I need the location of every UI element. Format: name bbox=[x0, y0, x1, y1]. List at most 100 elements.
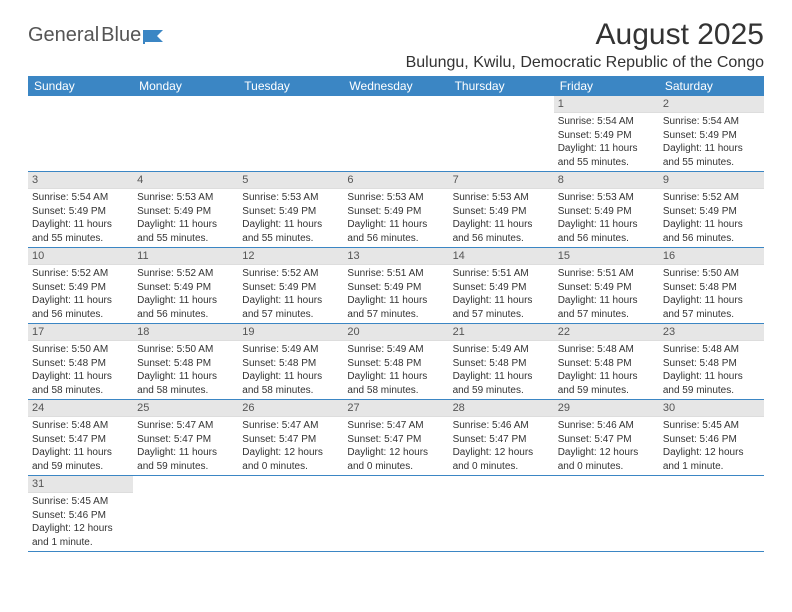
calendar-day-cell: 2Sunrise: 5:54 AMSunset: 5:49 PMDaylight… bbox=[659, 96, 764, 172]
day-number: 24 bbox=[28, 400, 133, 417]
day-detail: Sunrise: 5:53 AMSunset: 5:49 PMDaylight:… bbox=[133, 189, 238, 247]
calendar-day-cell: 25Sunrise: 5:47 AMSunset: 5:47 PMDayligh… bbox=[133, 400, 238, 476]
day-number: 5 bbox=[238, 172, 343, 189]
sunrise-text: Sunrise: 5:48 AM bbox=[663, 343, 760, 357]
sunrise-text: Sunrise: 5:47 AM bbox=[242, 419, 339, 433]
day-detail: Sunrise: 5:46 AMSunset: 5:47 PMDaylight:… bbox=[554, 417, 659, 475]
sunrise-text: Sunrise: 5:53 AM bbox=[137, 191, 234, 205]
calendar-day-cell: 16Sunrise: 5:50 AMSunset: 5:48 PMDayligh… bbox=[659, 248, 764, 324]
sunrise-text: Sunrise: 5:54 AM bbox=[558, 115, 655, 129]
calendar-day-cell: 15Sunrise: 5:51 AMSunset: 5:49 PMDayligh… bbox=[554, 248, 659, 324]
weekday-header: Wednesday bbox=[343, 76, 448, 96]
day-detail: Sunrise: 5:51 AMSunset: 5:49 PMDaylight:… bbox=[449, 265, 554, 323]
calendar-day-cell: .. bbox=[133, 476, 238, 552]
day-number: 3 bbox=[28, 172, 133, 189]
sunrise-text: Sunrise: 5:52 AM bbox=[137, 267, 234, 281]
day-detail: Sunrise: 5:48 AMSunset: 5:48 PMDaylight:… bbox=[554, 341, 659, 399]
sunrise-text: Sunrise: 5:54 AM bbox=[663, 115, 760, 129]
daylight-text: Daylight: 11 hours and 58 minutes. bbox=[347, 370, 444, 397]
sunset-text: Sunset: 5:46 PM bbox=[663, 433, 760, 447]
day-detail: Sunrise: 5:49 AMSunset: 5:48 PMDaylight:… bbox=[238, 341, 343, 399]
day-number: 8 bbox=[554, 172, 659, 189]
sunset-text: Sunset: 5:49 PM bbox=[242, 205, 339, 219]
day-number: 1 bbox=[554, 96, 659, 113]
calendar-day-cell: 11Sunrise: 5:52 AMSunset: 5:49 PMDayligh… bbox=[133, 248, 238, 324]
title-block: August 2025 Bulungu, Kwilu, Democratic R… bbox=[406, 18, 764, 72]
day-detail: Sunrise: 5:50 AMSunset: 5:48 PMDaylight:… bbox=[133, 341, 238, 399]
daylight-text: Daylight: 11 hours and 58 minutes. bbox=[242, 370, 339, 397]
sunset-text: Sunset: 5:49 PM bbox=[453, 205, 550, 219]
calendar-day-cell: 23Sunrise: 5:48 AMSunset: 5:48 PMDayligh… bbox=[659, 324, 764, 400]
day-detail: Sunrise: 5:53 AMSunset: 5:49 PMDaylight:… bbox=[554, 189, 659, 247]
day-number: 28 bbox=[449, 400, 554, 417]
calendar-day-cell: 3Sunrise: 5:54 AMSunset: 5:49 PMDaylight… bbox=[28, 172, 133, 248]
calendar-day-cell: 31Sunrise: 5:45 AMSunset: 5:46 PMDayligh… bbox=[28, 476, 133, 552]
calendar-day-cell: 19Sunrise: 5:49 AMSunset: 5:48 PMDayligh… bbox=[238, 324, 343, 400]
sunset-text: Sunset: 5:49 PM bbox=[663, 205, 760, 219]
sunset-text: Sunset: 5:48 PM bbox=[663, 281, 760, 295]
sunset-text: Sunset: 5:49 PM bbox=[347, 205, 444, 219]
calendar-week-row: 17Sunrise: 5:50 AMSunset: 5:48 PMDayligh… bbox=[28, 324, 764, 400]
day-number: 22 bbox=[554, 324, 659, 341]
daylight-text: Daylight: 12 hours and 0 minutes. bbox=[242, 446, 339, 473]
day-detail: Sunrise: 5:48 AMSunset: 5:48 PMDaylight:… bbox=[659, 341, 764, 399]
day-number: 4 bbox=[133, 172, 238, 189]
calendar-day-cell: 1Sunrise: 5:54 AMSunset: 5:49 PMDaylight… bbox=[554, 96, 659, 172]
sunrise-text: Sunrise: 5:46 AM bbox=[558, 419, 655, 433]
calendar-day-cell: .. bbox=[28, 96, 133, 172]
day-detail: Sunrise: 5:48 AMSunset: 5:47 PMDaylight:… bbox=[28, 417, 133, 475]
day-detail: Sunrise: 5:53 AMSunset: 5:49 PMDaylight:… bbox=[449, 189, 554, 247]
day-detail: Sunrise: 5:54 AMSunset: 5:49 PMDaylight:… bbox=[659, 113, 764, 171]
sunset-text: Sunset: 5:49 PM bbox=[558, 205, 655, 219]
sunrise-text: Sunrise: 5:51 AM bbox=[453, 267, 550, 281]
daylight-text: Daylight: 11 hours and 56 minutes. bbox=[32, 294, 129, 321]
daylight-text: Daylight: 11 hours and 56 minutes. bbox=[558, 218, 655, 245]
sunrise-text: Sunrise: 5:51 AM bbox=[347, 267, 444, 281]
sunrise-text: Sunrise: 5:49 AM bbox=[347, 343, 444, 357]
daylight-text: Daylight: 12 hours and 1 minute. bbox=[663, 446, 760, 473]
daylight-text: Daylight: 12 hours and 1 minute. bbox=[32, 522, 129, 549]
day-number: 6 bbox=[343, 172, 448, 189]
day-number: 18 bbox=[133, 324, 238, 341]
calendar-day-cell: .. bbox=[343, 476, 448, 552]
day-detail: Sunrise: 5:47 AMSunset: 5:47 PMDaylight:… bbox=[343, 417, 448, 475]
daylight-text: Daylight: 11 hours and 59 minutes. bbox=[32, 446, 129, 473]
calendar-day-cell: 18Sunrise: 5:50 AMSunset: 5:48 PMDayligh… bbox=[133, 324, 238, 400]
day-number: 23 bbox=[659, 324, 764, 341]
sunset-text: Sunset: 5:48 PM bbox=[137, 357, 234, 371]
day-number: 20 bbox=[343, 324, 448, 341]
sunset-text: Sunset: 5:47 PM bbox=[242, 433, 339, 447]
day-number: 31 bbox=[28, 476, 133, 493]
calendar-day-cell: .. bbox=[449, 476, 554, 552]
day-detail: Sunrise: 5:53 AMSunset: 5:49 PMDaylight:… bbox=[343, 189, 448, 247]
daylight-text: Daylight: 11 hours and 57 minutes. bbox=[558, 294, 655, 321]
calendar-day-cell: 30Sunrise: 5:45 AMSunset: 5:46 PMDayligh… bbox=[659, 400, 764, 476]
day-detail: Sunrise: 5:49 AMSunset: 5:48 PMDaylight:… bbox=[343, 341, 448, 399]
sunrise-text: Sunrise: 5:48 AM bbox=[558, 343, 655, 357]
calendar-day-cell: 20Sunrise: 5:49 AMSunset: 5:48 PMDayligh… bbox=[343, 324, 448, 400]
sunrise-text: Sunrise: 5:50 AM bbox=[137, 343, 234, 357]
sunrise-text: Sunrise: 5:53 AM bbox=[453, 191, 550, 205]
day-detail: Sunrise: 5:51 AMSunset: 5:49 PMDaylight:… bbox=[554, 265, 659, 323]
day-number: 12 bbox=[238, 248, 343, 265]
daylight-text: Daylight: 11 hours and 56 minutes. bbox=[453, 218, 550, 245]
day-detail: Sunrise: 5:52 AMSunset: 5:49 PMDaylight:… bbox=[238, 265, 343, 323]
flag-icon bbox=[143, 28, 169, 44]
weekday-header-row: Sunday Monday Tuesday Wednesday Thursday… bbox=[28, 76, 764, 96]
sunset-text: Sunset: 5:49 PM bbox=[663, 129, 760, 143]
sunrise-text: Sunrise: 5:48 AM bbox=[32, 419, 129, 433]
sunrise-text: Sunrise: 5:49 AM bbox=[242, 343, 339, 357]
calendar-day-cell: .. bbox=[659, 476, 764, 552]
day-number: 25 bbox=[133, 400, 238, 417]
sunset-text: Sunset: 5:49 PM bbox=[137, 205, 234, 219]
calendar-day-cell: .. bbox=[238, 96, 343, 172]
daylight-text: Daylight: 11 hours and 55 minutes. bbox=[242, 218, 339, 245]
sunrise-text: Sunrise: 5:45 AM bbox=[663, 419, 760, 433]
sunrise-text: Sunrise: 5:47 AM bbox=[137, 419, 234, 433]
calendar-day-cell: 10Sunrise: 5:52 AMSunset: 5:49 PMDayligh… bbox=[28, 248, 133, 324]
day-detail: Sunrise: 5:47 AMSunset: 5:47 PMDaylight:… bbox=[133, 417, 238, 475]
calendar-week-row: 31Sunrise: 5:45 AMSunset: 5:46 PMDayligh… bbox=[28, 476, 764, 552]
sunset-text: Sunset: 5:49 PM bbox=[242, 281, 339, 295]
day-number: 26 bbox=[238, 400, 343, 417]
calendar-day-cell: 28Sunrise: 5:46 AMSunset: 5:47 PMDayligh… bbox=[449, 400, 554, 476]
